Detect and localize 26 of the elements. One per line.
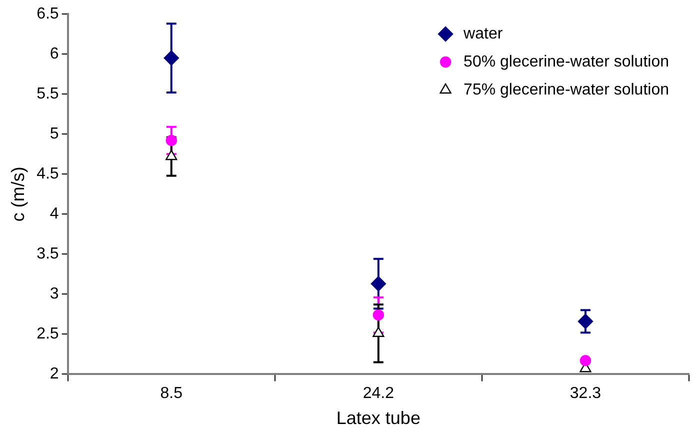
y-tick-label: 6.5	[36, 5, 59, 22]
y-tick-label: 4.5	[36, 165, 59, 182]
point	[370, 276, 386, 292]
point	[578, 314, 594, 329]
x-tick-label: 24.2	[362, 385, 394, 402]
x-tick-label: 32.3	[570, 385, 602, 402]
x-tick-label: 8.5	[160, 385, 183, 402]
y-tick-label: 2	[50, 366, 59, 383]
y-axis-title: c (m/s)	[8, 166, 28, 222]
y-tick-label: 5.5	[36, 85, 59, 102]
point	[164, 50, 179, 66]
point	[580, 354, 592, 366]
y-tick-label: 2.5	[36, 326, 59, 343]
y-tick-label: 6	[50, 45, 59, 62]
y-tick-label: 5	[50, 125, 59, 142]
point	[166, 134, 177, 146]
y-tick-label: 4	[50, 206, 59, 223]
point	[166, 150, 178, 160]
y-tick-label: 3	[50, 286, 59, 303]
legend-label: water	[462, 25, 504, 42]
point	[372, 326, 384, 337]
legend-label: 75% glecerine-water solution	[464, 81, 670, 98]
legend-label: 50% glecerine-water solution	[464, 53, 670, 70]
point	[372, 309, 384, 321]
y-tick-label: 3.5	[36, 246, 59, 263]
x-axis-title: Latex tube	[336, 408, 420, 428]
